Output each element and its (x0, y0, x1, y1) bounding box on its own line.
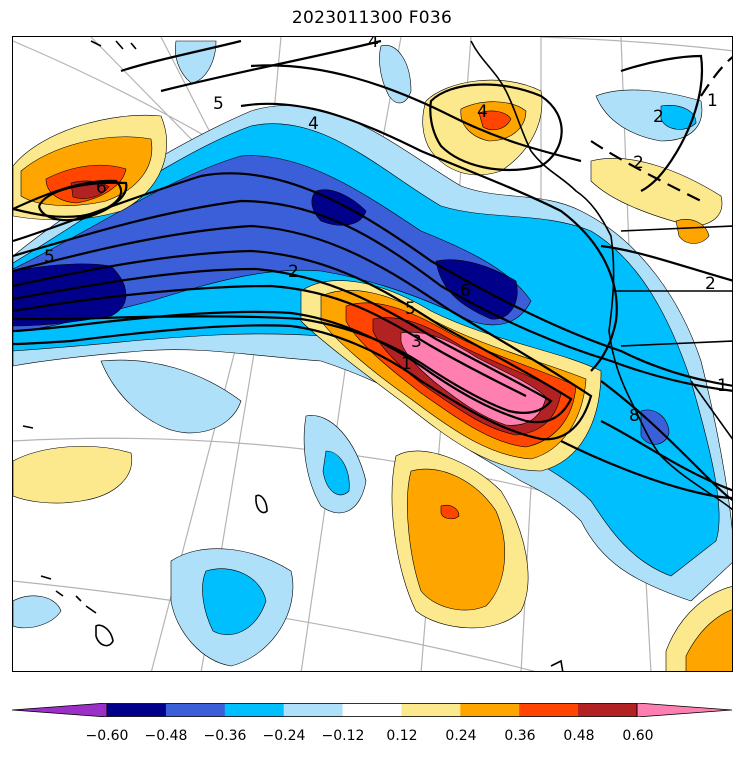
map-panel: 5 4 6 5 2 5 3 1 6 4 2 2 2 1 1 4 8 (12, 36, 733, 672)
contour-label: 8 (629, 406, 640, 426)
colorbar-tick: −0.36 (203, 728, 247, 744)
colorbar-tick: −0.48 (144, 728, 188, 744)
contour-label: 5 (44, 247, 55, 267)
contour-label: 2 (653, 107, 664, 127)
height-contours (13, 39, 732, 501)
contour-label: 4 (368, 37, 379, 52)
contour-label: 1 (401, 354, 412, 374)
colorbar-segment (165, 703, 226, 717)
colorbar-segment (283, 703, 344, 717)
contour-label: 4 (308, 114, 319, 134)
colorbar-segment (460, 703, 520, 717)
contour-label: 5 (405, 299, 416, 319)
colorbar-segment (401, 703, 461, 717)
contour-label: 2 (633, 153, 644, 173)
colorbar-segment (224, 703, 285, 717)
coastlines (22, 40, 732, 671)
contour-label: 1 (707, 91, 718, 111)
colorbar-tick: 0.60 (622, 728, 654, 744)
contour-label: 2 (705, 274, 716, 294)
colorbar-tick: 0.12 (386, 728, 418, 744)
contour-label: 4 (477, 102, 488, 122)
contour-label: 2 (288, 262, 299, 282)
colorbar (12, 703, 732, 717)
contour-label: 3 (411, 332, 422, 352)
contour-label: 5 (213, 94, 224, 114)
contour-label: 6 (96, 178, 107, 198)
map-canvas: 5 4 6 5 2 5 3 1 6 4 2 2 2 1 1 4 8 (13, 37, 732, 671)
contour-label-group: 5 4 6 5 2 5 3 1 6 4 2 2 2 1 1 4 8 (44, 37, 728, 426)
contour-label: 6 (460, 281, 471, 301)
contour-label: 1 (717, 376, 728, 396)
colorbar-segment (107, 703, 167, 717)
colorbar-segment (519, 703, 579, 717)
colorbar-tick: −0.60 (85, 728, 129, 744)
colorbar-tick-labels: −0.60 −0.48 −0.36 −0.24 −0.12 0.12 0.24 … (0, 728, 744, 748)
colorbar-tick: 0.48 (563, 728, 595, 744)
colorbar-tick: 0.24 (445, 728, 477, 744)
colorbar-segment (342, 703, 402, 717)
colorbar-tick: −0.24 (262, 728, 306, 744)
colorbar-tick: 0.36 (504, 728, 536, 744)
map-title: 2023011300 F036 (291, 8, 453, 28)
colorbar-tick: −0.12 (321, 728, 365, 744)
colorbar-segment (578, 703, 638, 717)
